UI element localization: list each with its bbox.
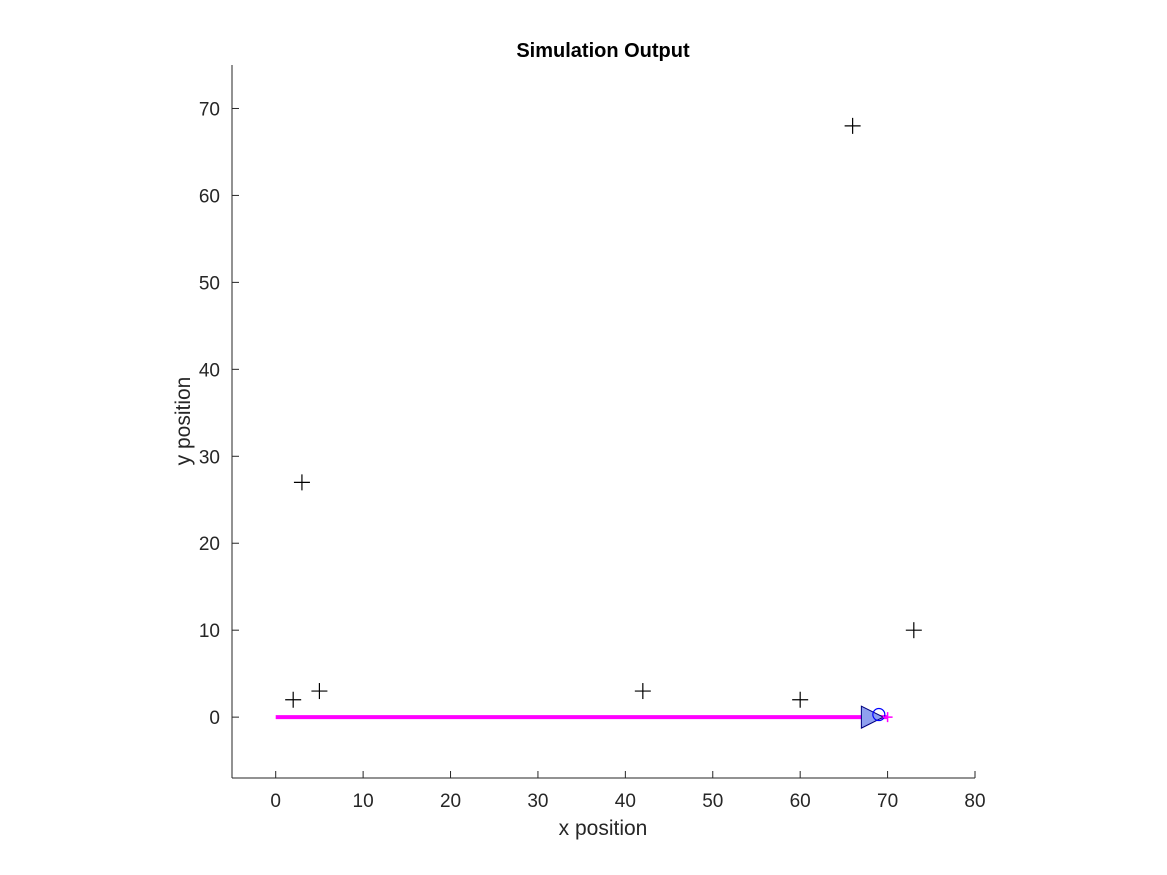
- landmark-marker: [634, 683, 651, 700]
- robot-triangle: [860, 705, 885, 729]
- estimate-marker: [872, 707, 886, 722]
- y-tick-label: 70: [199, 99, 220, 120]
- chart-title: Simulation Output: [516, 40, 690, 62]
- y-tick-label: 40: [199, 360, 220, 381]
- y-tick-label: 60: [199, 186, 220, 207]
- axes: [231, 65, 975, 779]
- y-tick-label: 20: [199, 534, 220, 555]
- x-axis-label: x position: [559, 817, 648, 840]
- y-ticks: 0 10 20 30 40 50 60 70: [199, 99, 239, 729]
- landmark-marker: [792, 691, 809, 708]
- landmark-marker: [311, 683, 328, 700]
- x-tick-label: 20: [440, 791, 461, 812]
- x-tick-label: 30: [527, 791, 548, 812]
- x-ticks: 0 10 20 30 40 50 60 70 80: [270, 771, 986, 812]
- y-axis-label: y position: [172, 377, 195, 466]
- x-tick-label: 40: [615, 791, 636, 812]
- landmark-marker: [293, 474, 310, 491]
- x-tick-label: 10: [353, 791, 374, 812]
- y-tick-label: 50: [199, 273, 220, 294]
- plot-area: [275, 117, 922, 729]
- x-tick-label: 60: [790, 791, 811, 812]
- landmark-marker: [285, 691, 302, 708]
- x-tick-label: 70: [877, 791, 898, 812]
- x-tick-label: 0: [270, 791, 281, 812]
- x-tick-label: 50: [702, 791, 723, 812]
- landmark-marker: [844, 117, 861, 134]
- landmark-marker: [905, 622, 922, 639]
- y-tick-label: 30: [199, 447, 220, 468]
- x-tick-label: 80: [964, 791, 985, 812]
- y-tick-label: 0: [209, 708, 220, 729]
- y-tick-label: 10: [199, 621, 220, 642]
